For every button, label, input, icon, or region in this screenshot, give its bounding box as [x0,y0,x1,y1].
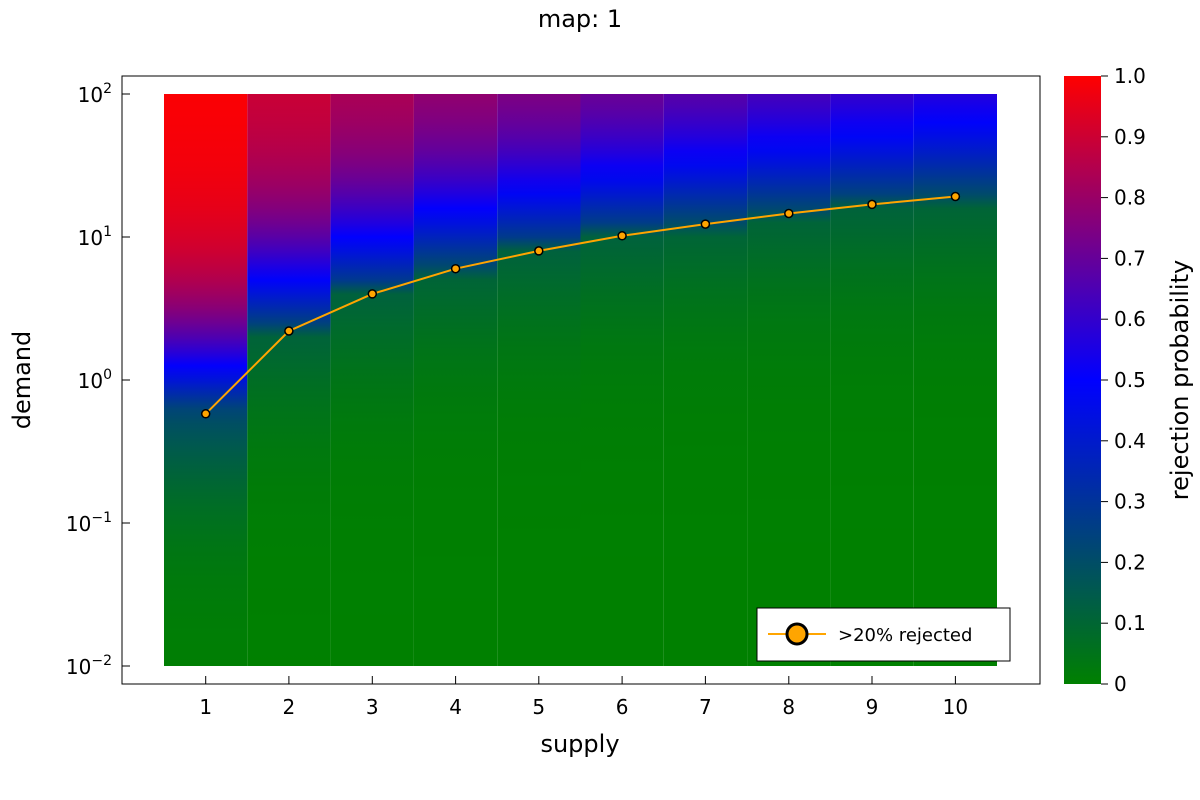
y-tick-label: 100 [78,367,112,393]
y-tick-label: 101 [78,224,112,250]
series-point [784,208,794,219]
y-axis-label: demand [8,331,36,430]
colorbar-tick-label: 0.3 [1114,490,1146,514]
heatmap-column-supply-5 [497,94,581,666]
heatmap-cells [164,94,997,666]
colorbar-tick-label: 0.2 [1114,550,1146,574]
y-axis: 102 101 100 10−1 10−2 [66,81,130,679]
x-tick-label: 7 [699,695,712,719]
x-axis: 1 2 3 4 5 6 7 8 9 10 [199,676,968,719]
legend-label: >20% rejected [838,625,972,646]
legend-marker-sample [785,622,809,646]
colorbar-tick-label: 0.5 [1114,368,1146,392]
colorbar-label: rejection probability [1166,260,1194,500]
x-tick-label: 9 [866,695,879,719]
series-point [617,231,627,241]
x-tick-label: 5 [532,695,545,719]
heatmap-column-supply-6 [580,94,664,666]
series-point [367,289,378,299]
x-tick-label: 10 [943,695,968,719]
x-tick-label: 6 [616,695,629,719]
x-tick-label: 8 [782,695,795,719]
heatmap-column-supply-7 [663,94,748,666]
colorbar-axis: 0 0.1 0.2 0.3 0.4 0.5 0.6 0.7 0.8 0.9 1.0 [1101,64,1146,696]
x-axis-label: supply [540,730,619,758]
heatmap-column-supply-2 [247,94,331,666]
heatmap-column-supply-1 [164,94,248,666]
heatmap-column-supply-4 [413,94,498,666]
colorbar-tick-label: 0.8 [1114,186,1146,210]
y-tick-label: 10−2 [66,653,112,679]
colorbar-tick-label: 0.9 [1114,125,1146,149]
colorbar-tick-label: 0.1 [1114,611,1146,635]
chart-title: map: 1 [538,5,622,33]
colorbar-tick-label: 1.0 [1114,64,1146,88]
series-point [700,219,711,229]
colorbar-tick-label: 0.6 [1114,307,1146,331]
series-point [450,263,461,274]
y-tick-label: 102 [78,81,112,107]
colorbar-tick-label: 0 [1114,672,1127,696]
series-line [204,195,956,415]
series-point [867,199,877,210]
colorbar [1064,76,1101,684]
x-tick-label: 1 [199,695,212,719]
series-point [284,326,294,336]
series-point [200,409,211,419]
y-tick-label: 10−1 [66,510,112,536]
x-tick-label: 2 [283,695,296,719]
x-tick-label: 4 [449,695,462,719]
colorbar-tick-label: 0.4 [1114,429,1146,453]
series-point [534,246,544,256]
legend: >20% rejected [756,607,1011,662]
heatmap-column-supply-3 [330,94,414,666]
heatmap-column-supply-10 [913,94,997,666]
series-point [950,191,961,202]
heatmap-column-supply-8 [747,94,831,666]
heatmap-column-supply-9 [830,94,914,666]
x-tick-label: 3 [366,695,379,719]
series-layer [200,191,961,419]
colorbar-tick-label: 0.7 [1114,246,1146,270]
